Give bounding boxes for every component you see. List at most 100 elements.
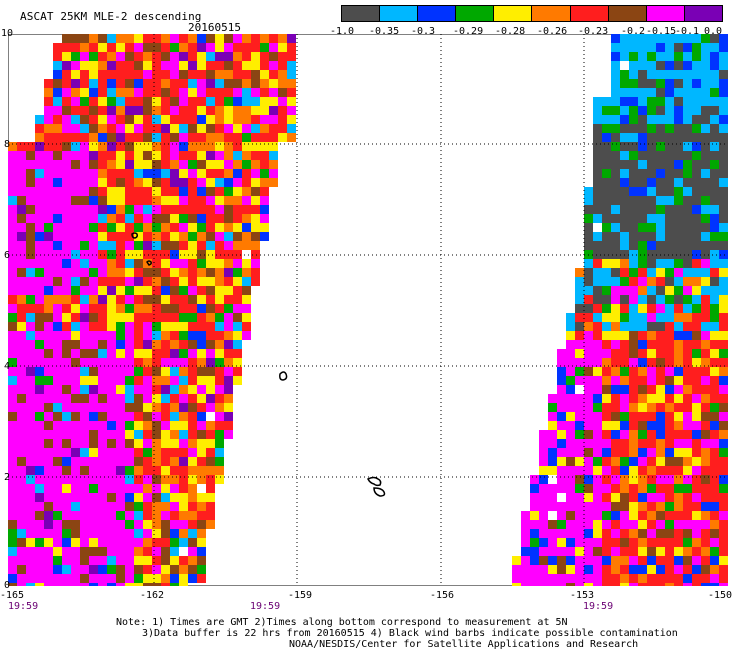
wind-cell: [71, 97, 80, 106]
wind-cell: [647, 169, 656, 178]
wind-cell: [53, 295, 62, 304]
wind-cell: [557, 475, 566, 484]
x-axis-tick: -153: [570, 590, 595, 601]
wind-cell: [134, 484, 143, 493]
wind-cell: [35, 412, 44, 421]
wind-cell: [638, 88, 647, 97]
wind-cell: [665, 277, 674, 286]
wind-cell: [710, 160, 719, 169]
wind-cell: [224, 358, 233, 367]
wind-cell: [701, 421, 710, 430]
wind-cell: [170, 268, 179, 277]
wind-cell: [566, 466, 575, 475]
wind-cell: [602, 142, 611, 151]
wind-cell: [89, 394, 98, 403]
wind-cell: [170, 403, 179, 412]
wind-cell: [233, 205, 242, 214]
wind-cell: [107, 502, 116, 511]
wind-cell: [35, 547, 44, 556]
wind-cell: [629, 97, 638, 106]
wind-cell: [80, 511, 89, 520]
wind-cell: [179, 124, 188, 133]
wind-cell: [260, 124, 269, 133]
wind-cell: [152, 178, 161, 187]
wind-cell: [188, 340, 197, 349]
wind-cell: [602, 286, 611, 295]
wind-cell: [8, 331, 17, 340]
wind-cell: [692, 43, 701, 52]
wind-cell: [656, 574, 665, 583]
wind-cell: [215, 268, 224, 277]
wind-cell: [629, 304, 638, 313]
wind-cell: [53, 124, 62, 133]
wind-cell: [89, 79, 98, 88]
wind-cell: [62, 124, 71, 133]
wind-cell: [116, 304, 125, 313]
wind-cell: [17, 241, 26, 250]
wind-cell: [134, 493, 143, 502]
wind-cell: [242, 52, 251, 61]
wind-cell: [665, 304, 674, 313]
wind-cell: [701, 367, 710, 376]
wind-cell: [647, 376, 656, 385]
wind-cell: [215, 214, 224, 223]
wind-cell: [557, 556, 566, 565]
wind-cell: [701, 223, 710, 232]
wind-cell: [665, 196, 674, 205]
wind-cell: [107, 286, 116, 295]
wind-cell: [710, 394, 719, 403]
wind-cell: [215, 439, 224, 448]
wind-cell: [197, 268, 206, 277]
wind-cell: [170, 421, 179, 430]
wind-cell: [17, 151, 26, 160]
wind-cell: [80, 448, 89, 457]
wind-cell: [44, 484, 53, 493]
wind-cell: [692, 124, 701, 133]
wind-cell: [242, 160, 251, 169]
wind-cell: [620, 88, 629, 97]
wind-cell: [602, 322, 611, 331]
wind-cell: [620, 115, 629, 124]
wind-cell: [53, 142, 62, 151]
wind-cell: [629, 376, 638, 385]
wind-cell: [152, 484, 161, 493]
wind-cell: [593, 133, 602, 142]
wind-cell: [188, 232, 197, 241]
wind-cell: [701, 493, 710, 502]
wind-cell: [215, 70, 224, 79]
x-axis-tick: -165: [0, 590, 25, 601]
wind-cell: [44, 322, 53, 331]
wind-cell: [710, 574, 719, 583]
wind-cell: [233, 295, 242, 304]
wind-cell: [53, 502, 62, 511]
wind-cell: [206, 106, 215, 115]
wind-cell: [152, 565, 161, 574]
wind-cell: [71, 295, 80, 304]
wind-cell: [98, 43, 107, 52]
wind-cell: [602, 511, 611, 520]
wind-cell: [269, 106, 278, 115]
wind-cell: [611, 556, 620, 565]
wind-cell: [584, 205, 593, 214]
wind-cell: [692, 502, 701, 511]
wind-cell: [656, 502, 665, 511]
wind-cell: [116, 115, 125, 124]
wind-cell: [80, 295, 89, 304]
wind-cell: [98, 466, 107, 475]
wind-cell: [539, 565, 548, 574]
wind-cell: [8, 277, 17, 286]
wind-cell: [17, 142, 26, 151]
wind-cell: [260, 97, 269, 106]
island-outline: [146, 260, 152, 266]
wind-cell: [35, 493, 44, 502]
wind-cell: [548, 583, 557, 586]
wind-cell: [233, 34, 242, 43]
wind-cell: [566, 547, 575, 556]
wind-cell: [143, 223, 152, 232]
wind-cell: [89, 151, 98, 160]
wind-cell: [242, 43, 251, 52]
wind-cell: [593, 484, 602, 493]
wind-cell: [152, 493, 161, 502]
wind-cell: [719, 502, 728, 511]
wind-cell: [125, 214, 134, 223]
